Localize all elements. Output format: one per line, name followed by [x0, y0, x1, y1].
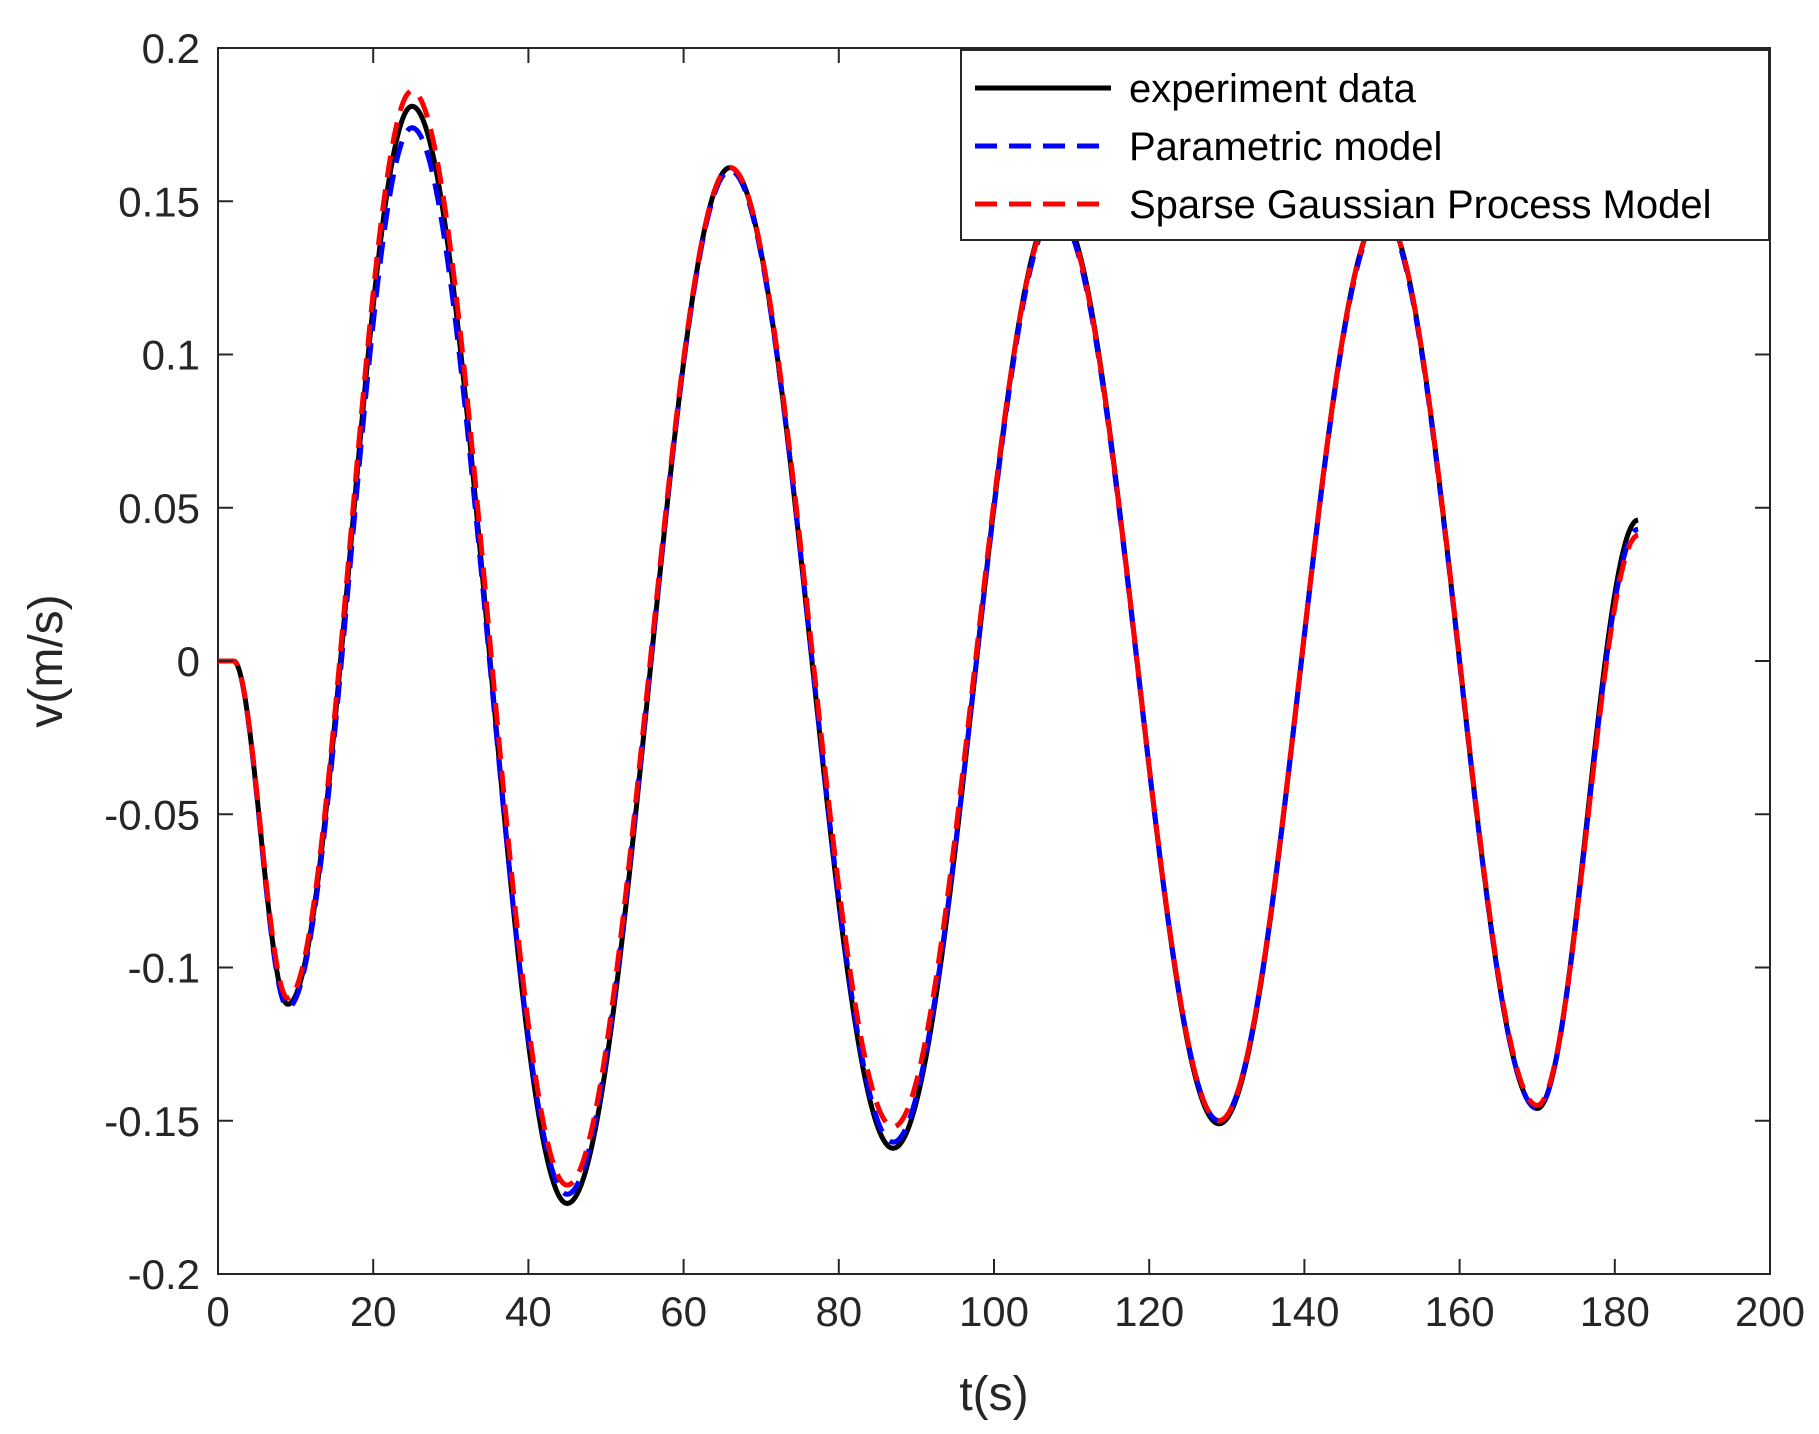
y-tick-label: 0.2 — [142, 25, 200, 72]
series-line-3 — [215, 88, 1640, 1188]
y-axis-title: v(m/s) — [20, 594, 73, 727]
y-tick-label: -0.2 — [128, 1251, 200, 1298]
legend-label-1: experiment data — [1129, 67, 1417, 111]
x-tick-label: 140 — [1269, 1288, 1339, 1335]
x-tick-label: 40 — [505, 1288, 552, 1335]
legend: experiment data Parametric model Sparse Ga… — [960, 49, 1770, 241]
y-tick-label: 0.15 — [118, 178, 200, 225]
legend-label-2: Parametric model — [1129, 125, 1442, 169]
x-tick-label: 160 — [1425, 1288, 1495, 1335]
x-tick-label: 80 — [815, 1288, 862, 1335]
x-tick-label: 100 — [959, 1288, 1029, 1335]
legend-items: experiment data Parametric model Sparse Ga… — [975, 67, 1712, 227]
series-layer — [215, 88, 1640, 1206]
x-tick-labels: 0 20 40 60 80 100 120 140 160 180 200 — [206, 1288, 1805, 1335]
x-tick-label: 200 — [1735, 1288, 1805, 1335]
plot-area — [215, 47, 1771, 1275]
y-tick-labels: 0.2 0.15 0.1 0.05 0 -0.05 -0.1 -0.15 -0.2 — [104, 25, 200, 1298]
y-tick-label: 0.05 — [118, 485, 200, 532]
y-tick-label: 0.1 — [142, 332, 200, 379]
legend-label-3: Sparse Gaussian Process Model — [1129, 183, 1712, 227]
y-tick-label: -0.15 — [104, 1098, 200, 1145]
x-tick-label: 120 — [1114, 1288, 1184, 1335]
y-tick-label: 0 — [177, 638, 200, 685]
x-tick-label: 0 — [206, 1288, 229, 1335]
y-tick-label: -0.1 — [128, 945, 200, 992]
x-axis-title: t(s) — [959, 1368, 1028, 1421]
x-tick-label: 180 — [1580, 1288, 1650, 1335]
x-tick-label: 20 — [350, 1288, 397, 1335]
axes-frame — [217, 47, 1771, 1275]
x-tick-label: 60 — [660, 1288, 707, 1335]
y-tick-label: -0.05 — [104, 791, 200, 838]
